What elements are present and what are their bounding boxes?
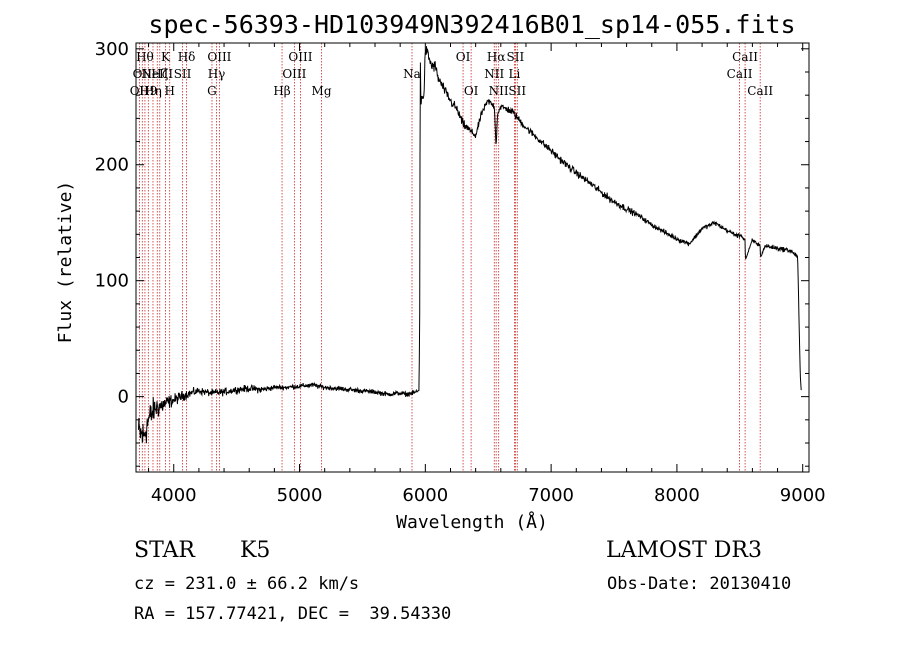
- plot-frame: [135, 42, 810, 473]
- line-label: Hα: [487, 50, 506, 64]
- x-tick-label: 5000: [277, 485, 323, 506]
- obs-date: Obs-Date: 20130410: [607, 574, 792, 594]
- object-subclass: K5: [240, 538, 271, 563]
- x-tick-label: 4000: [151, 485, 197, 506]
- line-markers-layer: [138, 43, 761, 472]
- line-label: G: [207, 84, 217, 98]
- x-tick-label: 9000: [780, 485, 826, 506]
- line-label: CaII: [747, 84, 773, 98]
- line-label: OIII: [282, 67, 306, 81]
- x-tick-label: 8000: [654, 485, 700, 506]
- line-label: Hβ: [273, 84, 290, 98]
- line-label: H9: [139, 84, 157, 98]
- line-label: Mg: [312, 84, 332, 98]
- y-tick-label: 200: [95, 155, 129, 176]
- line-label: SII: [174, 67, 192, 81]
- x-tick-label: 7000: [528, 485, 574, 506]
- line-label: K: [161, 50, 171, 64]
- y-tick-label: 0: [118, 387, 129, 408]
- coordinates: RA = 157.77421, DEC = 39.54330: [134, 604, 452, 624]
- line-label: OII: [133, 67, 153, 81]
- x-tick-label: 6000: [402, 485, 448, 506]
- x-axis-label: Wavelength (Å): [396, 511, 548, 533]
- line-label: NII: [489, 84, 509, 98]
- line-label: SII: [508, 84, 526, 98]
- line-label: CaII: [732, 50, 758, 64]
- line-label: Hδ: [178, 50, 196, 64]
- line-label: OI: [464, 84, 479, 98]
- line-label: OII: [130, 84, 150, 98]
- y-axis-label: Flux (relative): [55, 181, 76, 344]
- spectrum-line: [138, 46, 802, 444]
- survey-name: LAMOST DR3: [606, 538, 762, 563]
- line-label: H: [164, 84, 174, 98]
- line-label: SII: [507, 50, 525, 64]
- line-label: OI: [456, 50, 471, 64]
- line-label: Hγ: [208, 67, 226, 81]
- line-labels-layer: OIIOIIHθH9HηNeIIIHζKHSIIHδGHγOIIIHβOIIIO…: [130, 50, 774, 98]
- line-label: Hη: [144, 84, 162, 98]
- y-tick-label: 100: [95, 271, 129, 292]
- line-label: NII: [484, 67, 504, 81]
- line-label: Hζ: [151, 67, 168, 81]
- line-label: Na: [403, 67, 421, 81]
- redshift-line: cz = 231.0 ± 66.2 km/s: [134, 574, 360, 594]
- y-tick-label: 300: [95, 39, 129, 60]
- object-class: STAR: [134, 538, 195, 563]
- line-label: OIII: [288, 50, 312, 64]
- line-label: Li: [508, 67, 520, 81]
- line-label: Hθ: [136, 50, 154, 64]
- axis-ticks-layer: 4000 5000 6000 7000 8000 9000 0 100 200 300: [95, 39, 826, 506]
- line-label: CaII: [727, 67, 753, 81]
- line-label: OIII: [207, 50, 231, 64]
- line-label: NeIII: [141, 67, 173, 81]
- chart-title: spec-56393-HD103949N392416B01_sp14-055.f…: [148, 10, 795, 39]
